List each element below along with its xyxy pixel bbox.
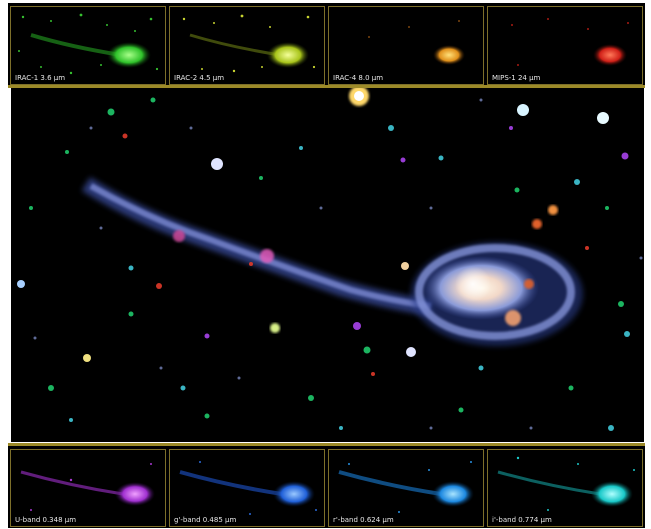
galaxy-thumbnail-irac-2 [182,14,316,73]
panel-irac-4: IRAC-4 8.0 μm [328,6,484,85]
panel-label: IRAC-4 8.0 μm [333,74,384,82]
panel-r-band: r'-band 0.624 μm [328,449,484,527]
galaxy-thumbnail-irac-4 [368,20,465,65]
galaxy-thumbnail-g-band [179,461,317,515]
tadpole-galaxy-composite [17,88,643,431]
panel-label: IRAC-2 4.5 μm [174,74,225,82]
divider-top [8,85,645,88]
panel-label: r'-band 0.624 μm [333,516,394,524]
divider-bottom [8,443,645,446]
panel-i-band: i'-band 0.774 μm [487,449,643,527]
panel-label: IRAC-1 3.6 μm [15,74,66,82]
galaxy-thumbnail-irac-1 [18,13,159,75]
panel-g-band: g'-band 0.485 μm [169,449,325,527]
main-composite-image [11,88,644,442]
panel-irac-1: IRAC-1 3.6 μm [10,6,166,85]
galaxy-thumbnail-r-band [338,461,474,513]
panel-mips-1: MIPS-1 24 μm [487,6,643,85]
galaxy-thumbnail-mips-1 [511,18,629,66]
panel-u-band: U-band 0.348 μm [10,449,166,527]
panel-label: g'-band 0.485 μm [174,516,237,524]
galaxy-thumbnail-u-band [20,463,155,511]
panel-label: i'-band 0.774 μm [492,516,552,524]
panel-label: U-band 0.348 μm [15,516,77,524]
panel-label: MIPS-1 24 μm [492,74,541,82]
infrared-band-panels: IRAC-1 3.6 μm IRAC-2 [8,3,645,87]
panel-irac-2: IRAC-2 4.5 μm [169,6,325,85]
optical-band-panels: U-band 0.348 μm g'-band 0.485 μm [8,446,645,528]
galaxy-thumbnail-i-band [497,456,635,511]
